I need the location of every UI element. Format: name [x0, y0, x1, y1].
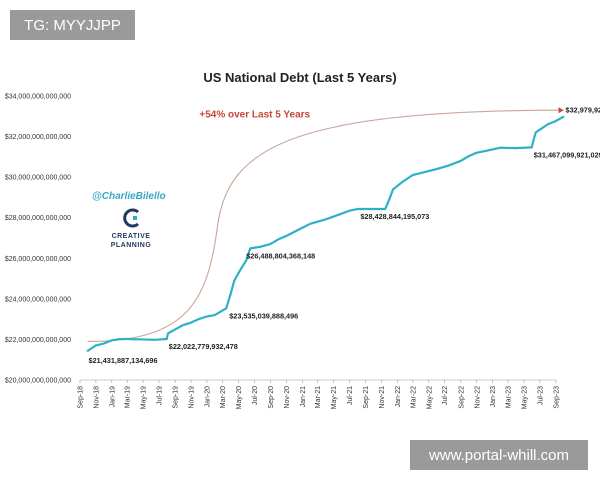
x-tick-label: Sep-20 [268, 386, 275, 409]
x-tick-label: Sep-23 [554, 386, 561, 409]
data-point [197, 318, 200, 321]
data-point [141, 338, 144, 341]
x-tick-label: Nov-20 [284, 386, 291, 409]
x-tick-label: Jan-21 [300, 386, 307, 408]
data-point [356, 208, 359, 210]
data-point [309, 222, 312, 225]
data-point [126, 338, 128, 340]
x-tick-label: Jul-22 [442, 386, 449, 405]
y-tick-label: $30,000,000,000,000 [5, 175, 71, 182]
y-axis-ticks: $34,000,000,000,000 $32,000,000,000,000 $3… [5, 94, 71, 385]
data-label: $23,535,039,888,496 [229, 311, 298, 320]
x-tick-label: Jul-21 [347, 386, 354, 405]
x-tick-label: Jul-19 [156, 386, 163, 405]
x-tick-label: Jan-23 [490, 386, 497, 408]
watermark-bottom: www.portal-whill.com [410, 440, 588, 470]
data-point [411, 174, 414, 177]
twitter-handle: @CharlieBilello [92, 191, 166, 202]
x-tick-label: Mar-22 [410, 386, 417, 408]
watermark-top: TG: MYYJJPP [10, 10, 135, 40]
y-tick-label: $32,000,000,000,000 [5, 134, 71, 141]
data-point [562, 115, 565, 118]
x-axis-ticks: Sep-18 Nov-18 Jan-19 Mar-19 May-19 Jul-19 Sep-… [78, 380, 561, 409]
x-tick-label: Jan-19 [109, 386, 116, 408]
x-tick-label: Sep-22 [458, 386, 465, 409]
x-tick-label: Jul-23 [537, 386, 544, 405]
x-tick-label: Nov-19 [189, 386, 196, 409]
data-point [233, 279, 236, 282]
data-point [392, 188, 394, 191]
y-tick-label: $28,000,000,000,000 [5, 215, 71, 222]
trend-arrow-curve [87, 109, 564, 343]
x-tick-label: Sep-21 [363, 386, 370, 409]
data-point [530, 146, 533, 149]
x-tick-label: May-21 [331, 386, 338, 409]
data-point [285, 235, 288, 237]
x-tick-label: Jan-22 [395, 386, 402, 408]
x-tick-label: Mar-23 [506, 386, 513, 408]
data-point [475, 151, 478, 154]
x-tick-label: Mar-21 [315, 386, 322, 408]
data-label: $22,022,779,932,478 [169, 342, 238, 351]
data-label: $31,467,099,921,029 [534, 150, 600, 159]
y-tick-label: $34,000,000,000,000 [5, 94, 71, 101]
data-point [384, 208, 387, 210]
data-point [249, 247, 252, 250]
growth-annotation: +54% over Last 5 Years [199, 109, 310, 120]
data-point [459, 160, 462, 162]
x-tick-label: May-19 [141, 386, 148, 409]
data-point [94, 344, 97, 347]
data-point [181, 324, 184, 327]
data-point [225, 307, 228, 310]
data-point [167, 332, 170, 335]
branding: @CharlieBilello CREATIVE PLANNING [92, 191, 166, 249]
series-group [86, 115, 565, 352]
debt-series-line [86, 115, 565, 352]
data-point [534, 131, 537, 134]
data-labels-group: +54% over Last 5 Years $32,979,921,616,71… [89, 106, 600, 365]
y-tick-label: $20,000,000,000,000 [5, 378, 71, 385]
x-tick-label: Mar-20 [220, 386, 227, 408]
data-label: $21,431,887,134,696 [89, 356, 158, 365]
data-point [340, 212, 343, 215]
data-label: $26,488,804,368,148 [246, 251, 315, 260]
x-tick-label: Jul-20 [252, 386, 259, 405]
data-point [435, 168, 438, 170]
data-label: $28,428,844,195,073 [360, 212, 429, 221]
logo-line2: PLANNING [111, 242, 152, 249]
x-tick-label: May-20 [236, 386, 243, 409]
data-point [245, 259, 248, 262]
y-tick-label: $26,000,000,000,000 [5, 256, 71, 263]
chart-title: US National Debt (Last 5 Years) [203, 70, 396, 85]
data-point [546, 123, 549, 126]
x-tick-label: Nov-21 [379, 386, 386, 409]
data-label: $32,979,921,616,713 [566, 106, 600, 115]
y-tick-label: $24,000,000,000,000 [5, 296, 71, 303]
y-tick-label: $22,000,000,000,000 [5, 337, 71, 344]
logo-line1: CREATIVE [112, 233, 151, 240]
data-point [110, 339, 113, 342]
x-tick-label: Mar-19 [125, 386, 132, 408]
trend-arrow-group [87, 107, 564, 343]
x-tick-label: Nov-18 [93, 386, 100, 409]
trend-arrow-head-icon [558, 107, 564, 114]
data-point [165, 338, 168, 340]
x-tick-label: Nov-22 [474, 386, 481, 409]
data-point [86, 350, 89, 352]
x-tick-label: Jan-20 [204, 386, 211, 408]
x-tick-label: Sep-19 [173, 386, 180, 409]
data-point [499, 146, 502, 149]
creative-planning-logo-icon [123, 208, 139, 228]
data-point [213, 314, 216, 316]
x-tick-label: Sep-18 [78, 386, 85, 409]
data-point [269, 243, 272, 245]
x-tick-label: May-23 [521, 386, 528, 409]
x-tick-label: May-22 [426, 386, 433, 409]
